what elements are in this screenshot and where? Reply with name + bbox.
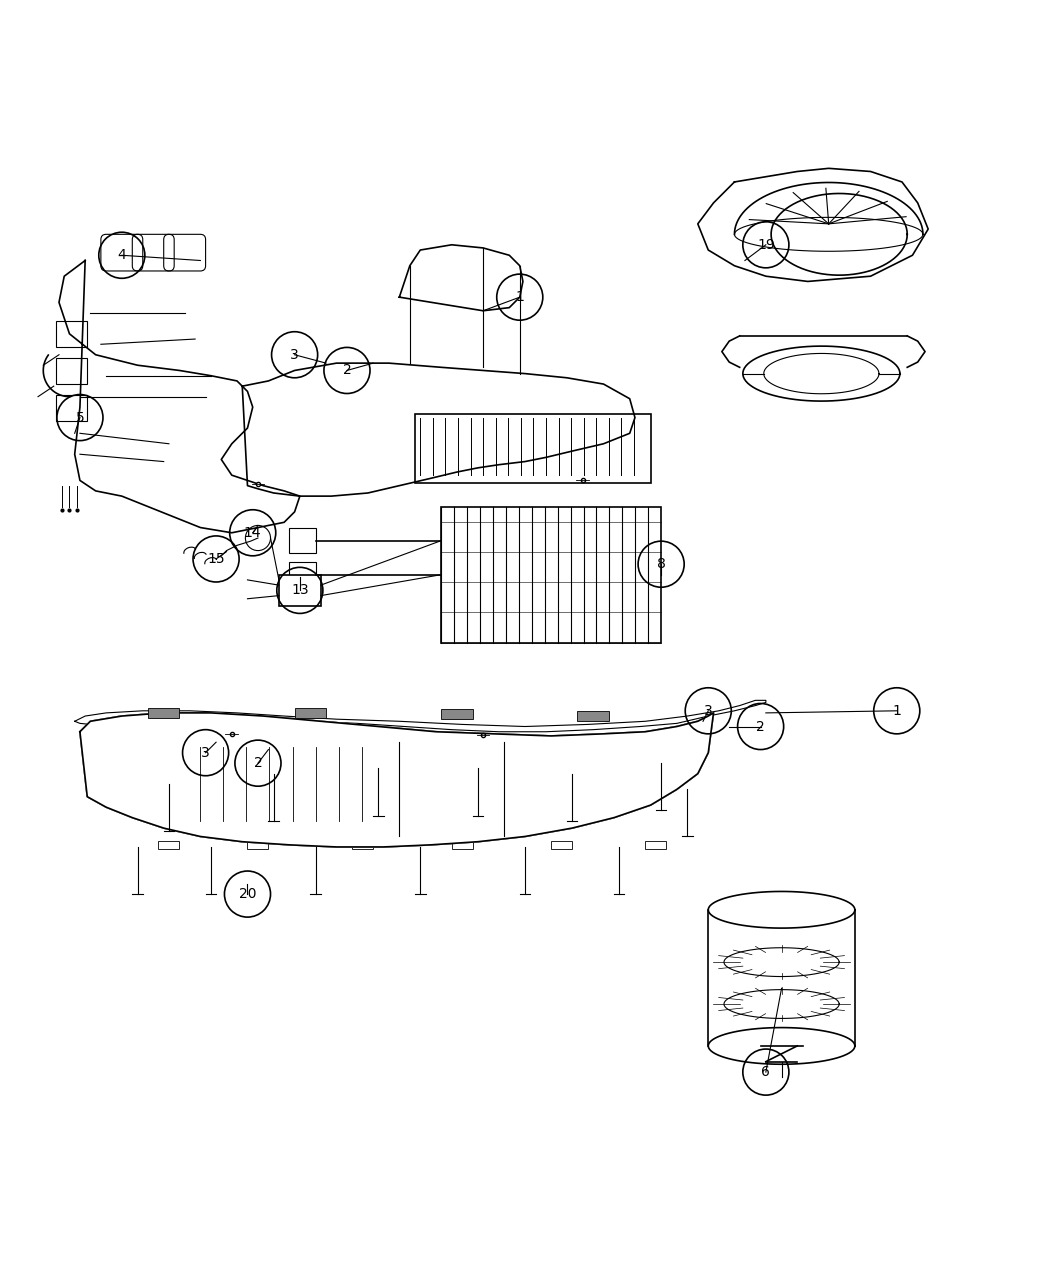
Text: 1: 1: [892, 704, 901, 718]
Bar: [352, 840, 373, 849]
Bar: [56, 321, 87, 347]
Bar: [295, 708, 327, 718]
Text: 8: 8: [656, 557, 666, 571]
Bar: [148, 708, 180, 718]
Text: 3: 3: [202, 746, 210, 760]
Text: 3: 3: [290, 348, 299, 362]
Bar: [578, 710, 609, 722]
Bar: [290, 562, 316, 588]
Bar: [551, 840, 572, 849]
Bar: [279, 575, 321, 606]
Text: 2: 2: [342, 363, 352, 377]
Bar: [441, 506, 662, 643]
Text: 3: 3: [704, 704, 713, 718]
Text: 2: 2: [254, 756, 262, 770]
Text: 20: 20: [238, 887, 256, 901]
Bar: [290, 528, 316, 553]
Polygon shape: [80, 713, 714, 847]
Text: 1: 1: [516, 291, 524, 305]
Bar: [415, 414, 651, 482]
Text: 14: 14: [244, 525, 261, 539]
Bar: [159, 840, 180, 849]
Bar: [441, 709, 472, 719]
Bar: [56, 358, 87, 384]
Text: 5: 5: [76, 411, 84, 425]
Bar: [452, 840, 472, 849]
Bar: [248, 840, 269, 849]
Text: 2: 2: [756, 719, 765, 733]
Bar: [195, 747, 383, 821]
Text: 19: 19: [757, 238, 775, 251]
Bar: [56, 394, 87, 421]
Text: 6: 6: [761, 1065, 771, 1079]
Text: 13: 13: [291, 584, 309, 598]
Bar: [646, 840, 667, 849]
Text: 15: 15: [207, 552, 225, 566]
Text: 4: 4: [118, 249, 126, 263]
